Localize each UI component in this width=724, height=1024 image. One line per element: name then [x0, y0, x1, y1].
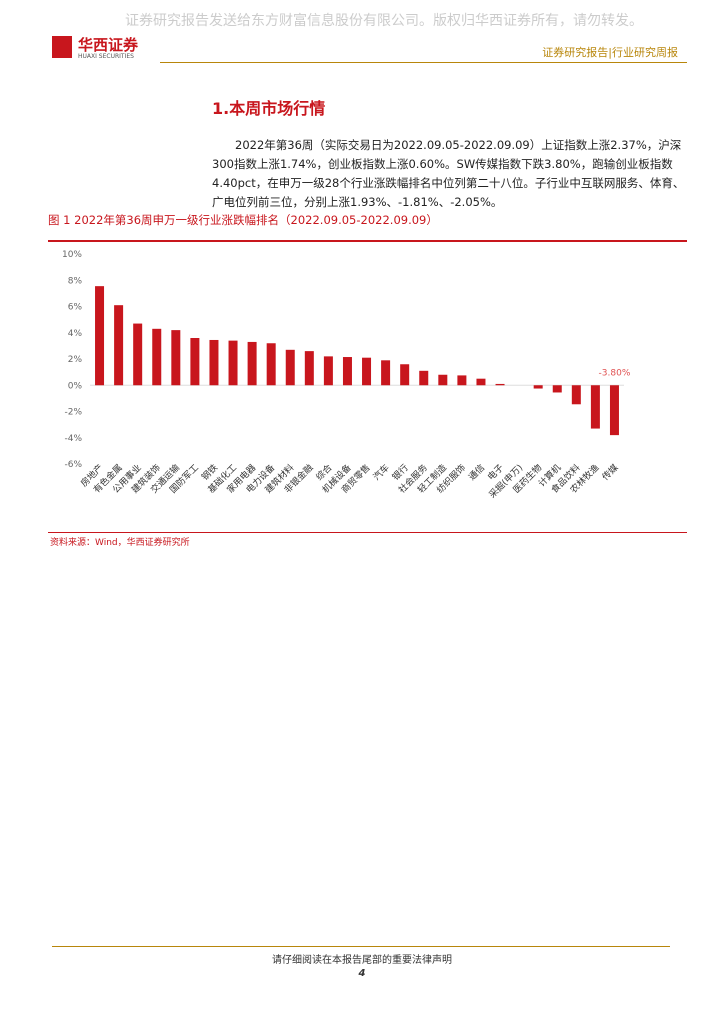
bar: [171, 330, 181, 386]
figure-caption: 图 1 2022年第36周申万一级行业涨跌幅排名（2022.09.05-2022…: [48, 213, 438, 227]
source: 资料来源：Wind，华西证券研究所: [50, 538, 190, 548]
value-label: -3.80%: [599, 368, 631, 378]
bar: [362, 357, 372, 386]
chart: -6%-4%-2%0%2%4%6%8%10%房地产有色金属公用事业建筑装饰交通运…: [62, 250, 631, 501]
report-type: 证券研究报告|行业研究周报: [542, 46, 678, 59]
bar: [133, 323, 143, 386]
bar: [228, 340, 238, 386]
bar: [190, 338, 200, 386]
bar: [476, 378, 486, 386]
bar: [95, 286, 105, 386]
bar: [114, 305, 124, 386]
bar: [247, 341, 257, 386]
figure-rule-bottom: [48, 532, 687, 533]
logo-en: HUAXI SECURITIES: [78, 53, 134, 60]
y-tick-label: 6%: [68, 303, 83, 313]
figure-rule: [48, 240, 687, 242]
bar: [609, 385, 619, 436]
bar: [209, 339, 219, 386]
paragraph: 2022年第36周（实际交易日为2022.09.05-2022.09.09）上证…: [212, 138, 685, 209]
bar: [457, 375, 467, 386]
bar: [495, 383, 505, 386]
y-tick-label: 10%: [62, 250, 82, 260]
y-tick-label: -4%: [64, 434, 82, 444]
footer-rule: [52, 946, 670, 947]
bar: [304, 351, 314, 386]
bar: [400, 364, 410, 386]
y-tick-label: -2%: [64, 408, 82, 418]
bar: [552, 385, 562, 393]
bar: [571, 385, 581, 405]
bar: [323, 356, 333, 386]
watermark: 证券研究报告发送给东方财富信息股份有限公司。版权归华西证券所有，请勿转发。: [125, 13, 643, 29]
bar: [266, 343, 276, 386]
y-tick-label: 0%: [68, 381, 83, 391]
x-tick-label: 传媒: [599, 462, 620, 483]
bar: [342, 357, 352, 386]
x-tick-label: 汽车: [371, 462, 392, 483]
bar: [152, 328, 162, 386]
y-tick-label: -6%: [64, 460, 82, 470]
logo-cn: 华西证券: [78, 36, 139, 54]
bar: [381, 360, 391, 386]
section-title: 1.本周市场行情: [212, 99, 326, 118]
bar: [438, 374, 448, 386]
page-number: 4: [358, 968, 366, 979]
bar: [419, 370, 429, 386]
bar: [285, 349, 295, 386]
y-tick-label: 8%: [68, 276, 83, 286]
bar: [590, 385, 600, 429]
y-tick-label: 4%: [68, 329, 83, 339]
logo-mark: [52, 36, 72, 58]
header-rule: [160, 62, 687, 63]
x-tick-label: 通信: [466, 462, 487, 483]
footer-notice: 请仔细阅读在本报告尾部的重要法律声明: [272, 955, 452, 966]
y-tick-label: 2%: [68, 355, 83, 365]
bar: [533, 385, 543, 389]
